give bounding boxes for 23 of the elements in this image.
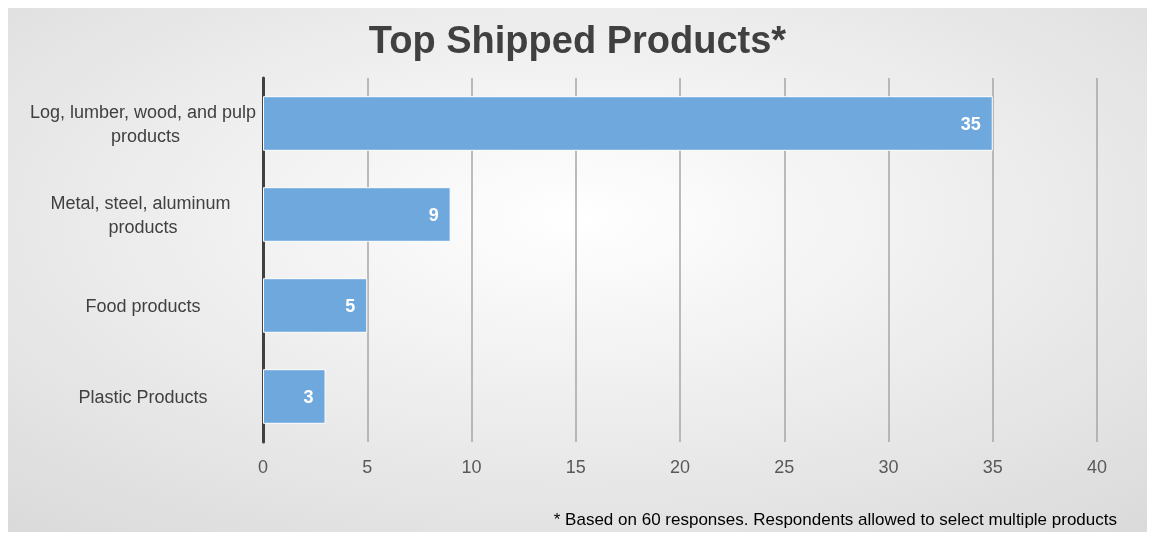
data-label: 3 — [303, 386, 314, 407]
bar — [263, 369, 326, 424]
text: * Based on 60 responses. Respondents allowed to select multiple products — [553, 510, 1118, 529]
bar — [263, 187, 451, 242]
x-tick-label: 5 — [362, 457, 373, 477]
x-tick-label: 15 — [565, 457, 586, 477]
y-tick-label: Food products — [85, 295, 201, 316]
y-tick-label: Metal, steel, aluminum products — [50, 192, 236, 237]
data-label: 5 — [345, 295, 356, 316]
y-tick-label: Plastic Products — [78, 386, 208, 407]
data-label: 9 — [428, 204, 439, 225]
x-tick-label: 0 — [257, 457, 269, 477]
x-tick-label: 25 — [774, 457, 795, 477]
bar — [263, 278, 368, 333]
data-label: 35 — [960, 113, 981, 134]
x-tick-label: 40 — [1086, 457, 1108, 477]
x-tick-label: 20 — [669, 457, 691, 477]
bar — [263, 96, 993, 151]
y-tick-label: Log, lumber, wood, and pulp products — [29, 101, 257, 146]
x-tick-label: 30 — [878, 457, 899, 477]
x-tick-label: 10 — [461, 457, 482, 477]
chart-title: Top Shipped Products* — [368, 19, 787, 61]
x-tick-label: 35 — [982, 457, 1003, 477]
